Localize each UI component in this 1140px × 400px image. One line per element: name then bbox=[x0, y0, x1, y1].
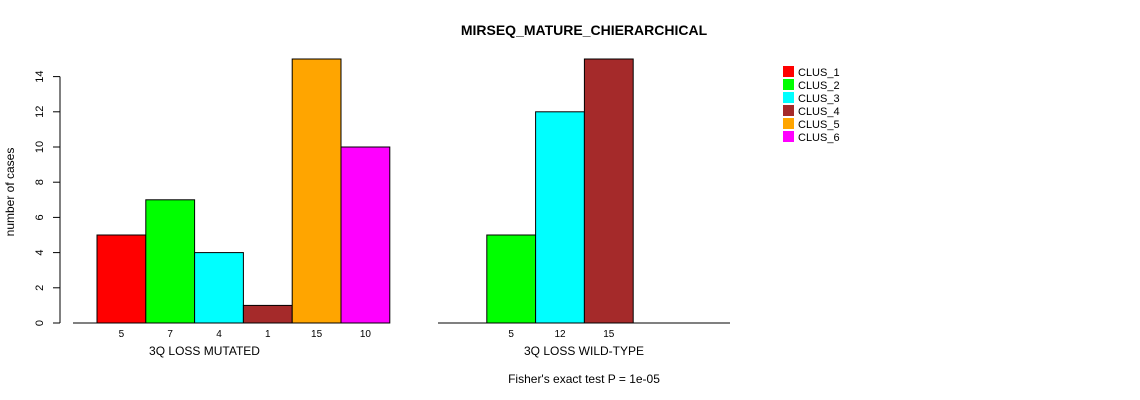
fisher-test-note: Fisher's exact test P = 1e-05 bbox=[508, 372, 660, 386]
legend-label: CLUS_2 bbox=[798, 80, 840, 92]
legend-label: CLUS_5 bbox=[798, 119, 840, 131]
legend-swatch bbox=[783, 118, 794, 129]
y-tick-label: 0 bbox=[34, 320, 46, 326]
legend-item: CLUS_4 bbox=[783, 105, 840, 118]
bar bbox=[486, 234, 537, 324]
group-panel: 5 12 15 3Q LOSS WILD-TYPE bbox=[438, 58, 730, 358]
y-tick-label: 4 bbox=[34, 250, 46, 256]
bar-count-label: 5 bbox=[508, 329, 514, 340]
y-tick-label: 14 bbox=[34, 70, 46, 82]
y-tick-label: 2 bbox=[34, 285, 46, 291]
legend-label: CLUS_6 bbox=[798, 132, 840, 144]
legend-swatch bbox=[783, 66, 794, 77]
legend-swatch bbox=[783, 92, 794, 103]
y-axis: 0 2 4 6 8 10 12 14 bbox=[34, 70, 61, 326]
bar-count-label: 7 bbox=[167, 329, 173, 340]
legend-item: CLUS_2 bbox=[783, 79, 840, 92]
legend-item: CLUS_1 bbox=[783, 66, 840, 79]
group-label: 3Q LOSS MUTATED bbox=[149, 344, 260, 358]
bar bbox=[583, 58, 634, 324]
y-tick-label: 8 bbox=[34, 179, 46, 185]
bar bbox=[291, 58, 342, 324]
legend-swatch bbox=[783, 131, 794, 142]
bar-count-label: 10 bbox=[360, 329, 372, 340]
y-axis-label: number of cases bbox=[3, 148, 17, 237]
y-tick-label: 12 bbox=[34, 106, 46, 118]
bar-count-label: 5 bbox=[119, 329, 125, 340]
bar bbox=[194, 252, 244, 324]
bar bbox=[340, 146, 391, 324]
bar-count-label: 1 bbox=[265, 329, 271, 340]
chart-title: MIRSEQ_MATURE_CHIERARCHICAL bbox=[461, 22, 708, 38]
bar bbox=[96, 234, 147, 324]
bar bbox=[535, 111, 585, 324]
group-panel: 5 7 4 1 15 10 3Q LOSS MUTATED bbox=[73, 58, 391, 358]
bar-count-label: 12 bbox=[554, 329, 566, 340]
legend-item: CLUS_3 bbox=[783, 92, 840, 105]
y-tick-label: 10 bbox=[34, 141, 46, 153]
legend-item: CLUS_5 bbox=[783, 118, 840, 131]
bar-count-label: 15 bbox=[603, 329, 615, 340]
bar-count-label: 4 bbox=[216, 329, 222, 340]
legend-label: CLUS_3 bbox=[798, 93, 840, 105]
y-tick-label: 6 bbox=[34, 214, 46, 220]
bar bbox=[242, 304, 293, 324]
group-label: 3Q LOSS WILD-TYPE bbox=[524, 344, 644, 358]
legend-swatch bbox=[783, 79, 794, 90]
bar bbox=[145, 199, 196, 324]
legend-item: CLUS_6 bbox=[783, 131, 840, 144]
chart-panels: 5 7 4 1 15 10 3Q LOSS MUTATED 5 12 15 3Q LOSS WILD… bbox=[73, 58, 730, 358]
legend-swatch bbox=[783, 105, 794, 116]
legend-label: CLUS_1 bbox=[798, 67, 840, 79]
legend-label: CLUS_4 bbox=[798, 106, 840, 118]
bar-count-label: 15 bbox=[311, 329, 323, 340]
